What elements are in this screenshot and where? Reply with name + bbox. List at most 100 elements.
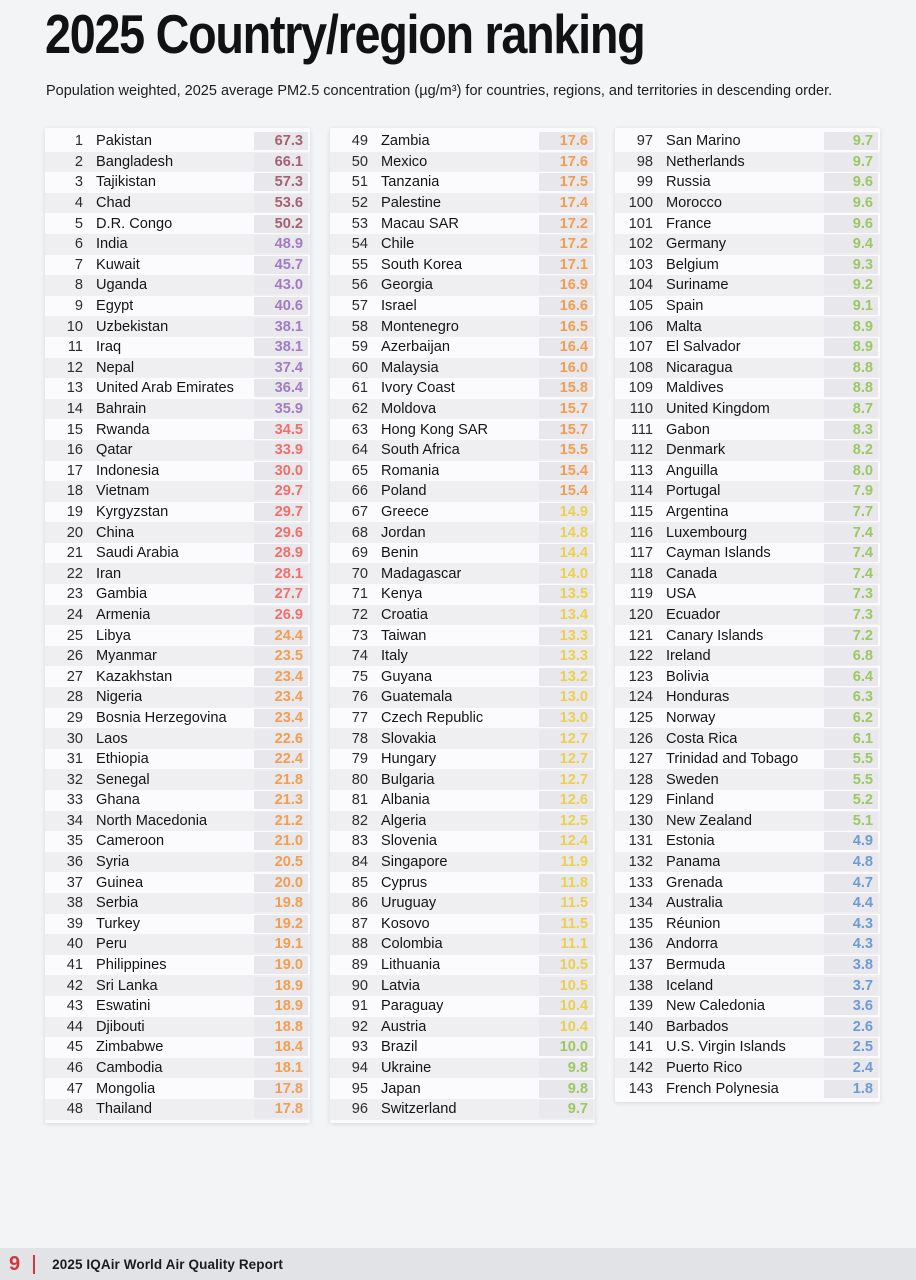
- ranking-row: 30 Laos 22.6: [45, 728, 310, 749]
- country-name: Sweden: [666, 771, 719, 788]
- ranking-row: 65 Romania 15.4: [330, 460, 595, 482]
- rank-number: 141: [628, 1039, 653, 1056]
- pm25-value: 7.4: [824, 523, 878, 542]
- country-name: Germany: [666, 236, 727, 253]
- country-name: Senegal: [96, 771, 150, 788]
- ranking-row: 77 Czech Republic 13.0: [330, 707, 595, 729]
- ranking-row: 11 Iraq 38.1: [45, 336, 310, 358]
- ranking-row: 31 Ethiopia 22.4: [45, 748, 310, 770]
- rank-number: 76: [351, 689, 368, 706]
- rank-number: 96: [351, 1101, 368, 1118]
- ranking-row: 36 Syria 20.5: [45, 851, 310, 873]
- pm25-value: 12.7: [539, 729, 593, 748]
- rank-number: 87: [351, 915, 368, 932]
- ranking-row: 72 Croatia 13.4: [330, 604, 595, 626]
- pm25-value: 10.5: [539, 956, 593, 975]
- country-name: Laos: [96, 730, 128, 747]
- country-name: Kenya: [381, 586, 423, 603]
- country-name: Albania: [381, 792, 430, 809]
- country-name: Trinidad and Tobago: [666, 751, 799, 768]
- rank-number: 39: [66, 915, 83, 932]
- country-name: Zimbabwe: [96, 1039, 164, 1056]
- rank-number: 28: [66, 689, 83, 706]
- country-name: Pakistan: [96, 133, 152, 150]
- ranking-row: 8 Uganda 43.0: [45, 275, 310, 296]
- pm25-value: 22.4: [254, 750, 308, 769]
- rank-number: 9: [74, 298, 83, 315]
- country-name: D.R. Congo: [96, 215, 173, 232]
- country-name: Syria: [96, 854, 130, 871]
- ranking-row: 12 Nepal 37.4: [45, 357, 310, 379]
- ranking-row: 49 Zambia 17.6: [330, 131, 595, 152]
- country-name: Palestine: [381, 195, 442, 212]
- ranking-row: 7 Kuwait 45.7: [45, 254, 310, 276]
- country-name: Romania: [381, 462, 440, 479]
- rank-number: 32: [66, 771, 83, 788]
- rank-number: 92: [351, 1018, 368, 1035]
- pm25-value: 22.6: [254, 729, 308, 748]
- pm25-value: 36.4: [254, 379, 308, 398]
- rank-number: 41: [66, 957, 83, 974]
- pm25-value: 45.7: [254, 255, 308, 274]
- pm25-value: 15.7: [539, 400, 593, 419]
- ranking-row: 126 Costa Rica 6.1: [615, 728, 880, 749]
- rank-number: 95: [351, 1080, 368, 1097]
- rank-number: 84: [351, 854, 368, 871]
- pm25-value: 9.2: [824, 276, 878, 295]
- rank-number: 63: [351, 421, 368, 438]
- pm25-value: 5.1: [824, 811, 878, 830]
- pm25-value: 17.8: [254, 1079, 308, 1098]
- ranking-row: 48 Thailand 17.8: [45, 1098, 310, 1120]
- country-name: Montenegro: [381, 318, 459, 335]
- ranking-row: 62 Moldova 15.7: [330, 398, 595, 420]
- country-name: China: [96, 524, 135, 541]
- rank-number: 22: [66, 565, 83, 582]
- pm25-value: 27.7: [254, 585, 308, 604]
- pm25-value: 2.5: [824, 1038, 878, 1057]
- rank-number: 45: [66, 1039, 83, 1056]
- page-subtitle: Population weighted, 2025 average PM2.5 …: [46, 83, 833, 99]
- pm25-value: 17.6: [539, 152, 593, 171]
- ranking-row: 121 Canary Islands 7.2: [615, 625, 880, 646]
- ranking-row: 82 Algeria 12.5: [330, 810, 595, 832]
- rank-number: 140: [628, 1018, 653, 1035]
- rank-number: 139: [628, 998, 653, 1015]
- country-name: Slovakia: [381, 730, 437, 747]
- rank-number: 48: [66, 1101, 83, 1118]
- rank-number: 68: [351, 524, 368, 541]
- country-name: Azerbaijan: [381, 339, 450, 356]
- country-name: Greece: [381, 503, 429, 520]
- rank-number: 15: [66, 421, 83, 438]
- ranking-row: 81 Albania 12.6: [330, 790, 595, 811]
- pm25-value: 57.3: [254, 173, 308, 192]
- country-name: El Salvador: [666, 339, 741, 356]
- ranking-row: 25 Libya 24.4: [45, 625, 310, 646]
- ranking-row: 39 Turkey 19.2: [45, 913, 310, 935]
- pm25-value: 11.1: [539, 935, 593, 954]
- ranking-row: 17 Indonesia 30.0: [45, 460, 310, 482]
- pm25-value: 12.6: [539, 791, 593, 810]
- country-name: Cyprus: [381, 874, 428, 891]
- country-name: Uganda: [96, 277, 148, 294]
- pm25-value: 7.2: [824, 626, 878, 645]
- pm25-value: 18.4: [254, 1038, 308, 1057]
- ranking-row: 14 Bahrain 35.9: [45, 398, 310, 420]
- pm25-value: 67.3: [254, 132, 308, 151]
- country-name: Luxembourg: [666, 524, 748, 541]
- rank-number: 13: [66, 380, 83, 397]
- pm25-value: 8.8: [824, 379, 878, 398]
- country-name: Finland: [666, 792, 714, 809]
- ranking-row: 129 Finland 5.2: [615, 790, 880, 811]
- pm25-value: 15.7: [539, 420, 593, 439]
- rank-number: 123: [628, 668, 653, 685]
- pm25-value: 21.8: [254, 770, 308, 789]
- ranking-row: 58 Montenegro 16.5: [330, 316, 595, 337]
- rank-number: 110: [629, 401, 653, 418]
- pm25-value: 16.5: [539, 317, 593, 336]
- pm25-value: 6.4: [824, 667, 878, 686]
- rank-number: 89: [351, 957, 368, 974]
- rank-number: 133: [628, 874, 653, 891]
- pm25-value: 48.9: [254, 235, 308, 254]
- pm25-value: 13.3: [539, 626, 593, 645]
- ranking-row: 61 Ivory Coast 15.8: [330, 378, 595, 399]
